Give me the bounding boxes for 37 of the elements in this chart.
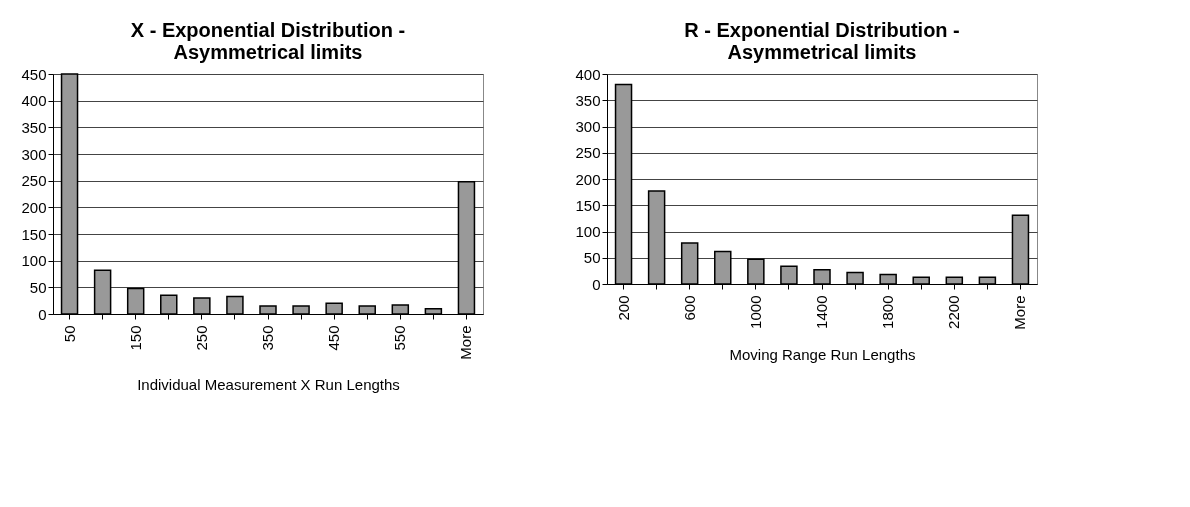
x-tick-label: More bbox=[1011, 295, 1029, 330]
x-axis-title: Moving Range Run Lengths bbox=[729, 345, 916, 363]
x-tick-label: 2200 bbox=[945, 295, 963, 329]
y-tick-label: 400 bbox=[575, 65, 601, 83]
y-tick-label: 100 bbox=[21, 252, 47, 270]
y-tick-label: 200 bbox=[21, 198, 47, 216]
x-tick-label: 200 bbox=[614, 295, 632, 321]
y-tick-label: 350 bbox=[21, 118, 47, 136]
x-tick-label: 150 bbox=[126, 325, 144, 351]
y-tick-label: 50 bbox=[583, 249, 601, 267]
x-axis-title: Individual Measurement X Run Lengths bbox=[137, 375, 400, 393]
x-tick-label: 1400 bbox=[813, 295, 830, 329]
y-tick-label: 300 bbox=[575, 118, 601, 135]
y-tick-label: 150 bbox=[21, 225, 47, 243]
chart-title: X - Exponential Distribution - Asymmetrical limits bbox=[130, 19, 406, 63]
y-tick-label: 0 bbox=[38, 305, 47, 323]
chart-title: R - Exponential Distribution - Asymmetrical limits bbox=[684, 19, 960, 63]
x-tick-label: 1800 bbox=[879, 295, 897, 329]
y-tick-label: 100 bbox=[575, 223, 601, 240]
y-tick-label: 200 bbox=[575, 170, 601, 188]
y-tick-label: 0 bbox=[592, 275, 601, 293]
y-tick-label: 300 bbox=[21, 145, 47, 163]
y-tick-label: 450 bbox=[21, 65, 47, 83]
x-tick-label: 1000 bbox=[746, 295, 764, 329]
x-tick-label: More bbox=[457, 325, 475, 360]
y-tick-label: 250 bbox=[575, 144, 601, 162]
y-tick-label: 250 bbox=[21, 172, 47, 190]
x-tick-label: 600 bbox=[680, 295, 698, 321]
y-tick-label: 50 bbox=[29, 278, 47, 296]
x-tick-label: 350 bbox=[259, 325, 276, 351]
x-tick-label: 450 bbox=[325, 325, 343, 351]
y-tick-label: 400 bbox=[21, 92, 47, 110]
x-tick-label: 250 bbox=[192, 325, 210, 351]
y-tick-label: 150 bbox=[575, 196, 601, 214]
y-tick-label: 350 bbox=[575, 91, 601, 109]
x-tick-label: 550 bbox=[391, 325, 409, 351]
x-tick-label: 50 bbox=[60, 325, 78, 343]
